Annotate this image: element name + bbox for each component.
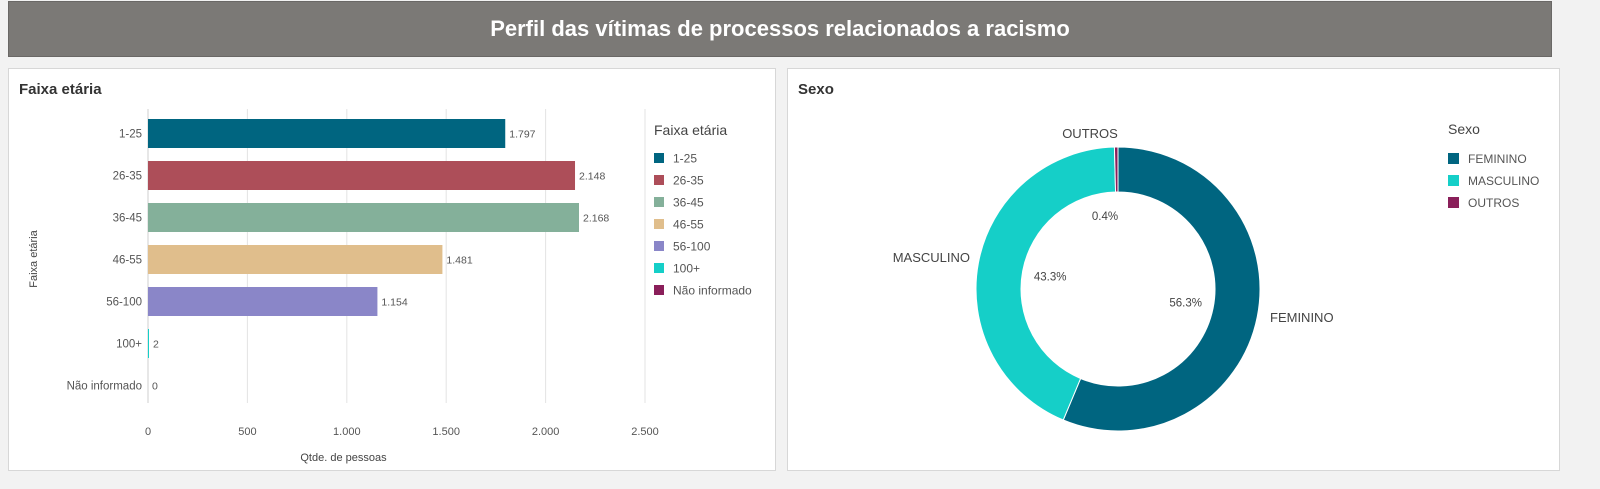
legend-item-label: 36-45 bbox=[673, 196, 704, 210]
legend-item-label: MASCULINO bbox=[1468, 174, 1539, 188]
sex-donut-chart: 56.3% FEMININO 43.3% MASCULINO 0.4% OUTROS Sex… bbox=[893, 121, 1539, 432]
bar-1-25 bbox=[148, 119, 506, 148]
legend-swatch bbox=[1448, 153, 1459, 164]
slice-percent-label: 56.3% bbox=[1169, 298, 1202, 310]
bar-value-label: 2.168 bbox=[583, 213, 609, 225]
x-tick-label: 500 bbox=[238, 426, 256, 438]
y-tick-label: 46-55 bbox=[113, 255, 142, 267]
dashboard-header: Perfil das vítimas de processos relacion… bbox=[8, 1, 1552, 57]
slice-masculino bbox=[975, 146, 1117, 421]
bar-value-label: 2.148 bbox=[579, 171, 605, 183]
legend-item-label: Não informado bbox=[673, 284, 752, 298]
bar-56-100 bbox=[148, 287, 378, 316]
legend-swatch bbox=[1448, 175, 1459, 186]
legend-item-label: 26-35 bbox=[673, 174, 704, 188]
legend-item-label: OUTROS bbox=[1468, 196, 1519, 210]
bar-value-label: 1.481 bbox=[446, 255, 472, 267]
y-tick-label: 1-25 bbox=[119, 129, 142, 141]
bar-100- bbox=[148, 329, 149, 358]
legend-item-label: 1-25 bbox=[673, 152, 697, 166]
x-tick-label: 1.000 bbox=[333, 426, 361, 438]
legend-swatch bbox=[654, 263, 664, 273]
y-axis-title: Faixa etária bbox=[28, 229, 40, 287]
sex-panel: Sexo 56.3% FEMININO 43.3% MASCULINO 0.4% OUTR… bbox=[787, 68, 1560, 471]
age-panel: Faixa etária 0 500 1.000 1.500 2.000 2.500 1-2… bbox=[8, 68, 776, 471]
bar-value-label: 1.797 bbox=[509, 129, 535, 141]
legend-item-label: FEMININO bbox=[1468, 152, 1527, 166]
age-bar-chart: 0 500 1.000 1.500 2.000 2.500 1-25 1.797 26-35 2.… bbox=[28, 109, 752, 464]
slice-outros bbox=[1113, 146, 1119, 193]
slice-category-label: FEMININO bbox=[1270, 310, 1334, 325]
legend-title: Faixa etária bbox=[654, 122, 727, 138]
dashboard-title: Perfil das vítimas de processos relacion… bbox=[490, 16, 1070, 41]
legend-swatch bbox=[654, 241, 664, 251]
bar-26-35 bbox=[148, 161, 576, 190]
x-tick-label: 2.500 bbox=[631, 426, 659, 438]
bar-46-55 bbox=[148, 245, 443, 274]
y-tick-label: Não informado bbox=[67, 381, 142, 393]
legend-item-label: 46-55 bbox=[673, 218, 704, 232]
age-panel-title: Faixa etária bbox=[19, 81, 102, 98]
sex-panel-title: Sexo bbox=[798, 81, 834, 98]
slice-category-label: OUTROS bbox=[1062, 126, 1118, 141]
bar-value-label: 2 bbox=[153, 339, 159, 351]
legend-title: Sexo bbox=[1448, 121, 1480, 137]
legend-item-label: 100+ bbox=[673, 262, 700, 276]
x-axis-title: Qtde. de pessoas bbox=[300, 452, 387, 464]
legend-swatch bbox=[654, 197, 664, 207]
y-tick-label: 26-35 bbox=[113, 171, 142, 183]
legend-item-label: 56-100 bbox=[673, 240, 711, 254]
slice-feminino bbox=[1062, 146, 1261, 432]
legend-swatch bbox=[1448, 197, 1459, 208]
legend-swatch bbox=[654, 285, 664, 295]
x-tick-label: 1.500 bbox=[432, 426, 460, 438]
bar-36-45 bbox=[148, 203, 579, 232]
legend-swatch bbox=[654, 219, 664, 229]
legend-swatch bbox=[654, 175, 664, 185]
bar-value-label: 0 bbox=[152, 381, 158, 393]
bar-value-label: 1.154 bbox=[381, 297, 407, 309]
legend-swatch bbox=[654, 153, 664, 163]
y-tick-label: 56-100 bbox=[106, 297, 142, 309]
x-tick-label: 0 bbox=[145, 426, 151, 438]
y-tick-label: 36-45 bbox=[113, 213, 142, 225]
slice-category-label: MASCULINO bbox=[893, 250, 970, 265]
x-tick-label: 2.000 bbox=[532, 426, 560, 438]
slice-percent-label: 0.4% bbox=[1092, 211, 1118, 223]
slice-percent-label: 43.3% bbox=[1034, 271, 1067, 283]
y-tick-label: 100+ bbox=[116, 339, 142, 351]
